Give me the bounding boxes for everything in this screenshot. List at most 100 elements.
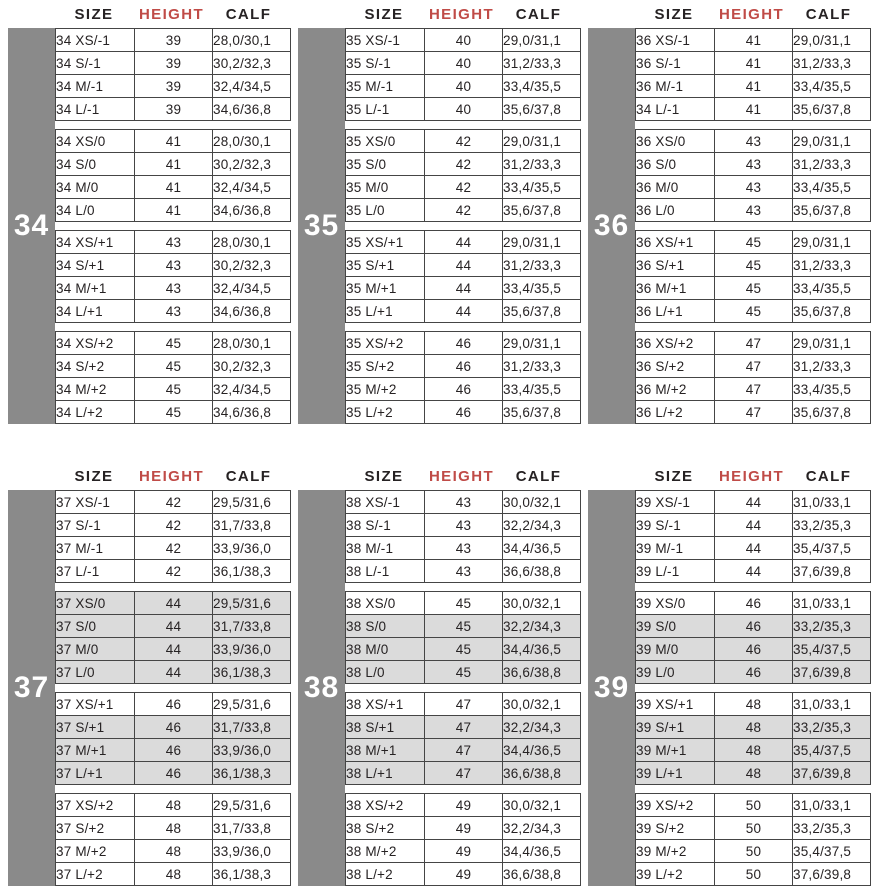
col-header-height: HEIGHT — [138, 467, 205, 485]
calf-cell: 31,7/33,8 — [212, 614, 291, 638]
table-row: 36 XS/-1 41 29,0/31,1 — [635, 28, 871, 52]
col-header-calf: CALF — [225, 5, 272, 23]
height-cell: 45 — [714, 299, 793, 323]
table-row: 39 M/+1 48 35,4/37,5 — [635, 738, 871, 762]
col-header-height: HEIGHT — [428, 5, 495, 23]
size-cell: 35 S/-1 — [345, 51, 425, 75]
table-row: 39 M/+2 50 35,4/37,5 — [635, 839, 871, 863]
size-cell: 38 S/-1 — [345, 513, 425, 537]
calf-cell: 30,0/32,1 — [502, 490, 581, 514]
size-cell: 35 L/0 — [345, 198, 425, 222]
table-row: 38 L/-1 43 36,6/38,8 — [345, 559, 581, 583]
height-cell: 47 — [714, 400, 793, 424]
height-cell: 40 — [424, 74, 503, 98]
table-row: 34 L/+1 43 34,6/36,8 — [55, 299, 291, 323]
height-cell: 48 — [714, 715, 793, 739]
height-cell: 47 — [424, 761, 503, 785]
col-header-size: SIZE — [364, 5, 404, 23]
size-cell: 34 L/-1 — [55, 97, 135, 121]
calf-cell: 33,4/35,5 — [792, 276, 871, 300]
table-row: 36 L/+2 47 35,6/37,8 — [635, 400, 871, 424]
height-cell: 46 — [424, 354, 503, 378]
height-cell: 50 — [714, 839, 793, 863]
height-cell: 41 — [134, 129, 213, 153]
size-cell: 39 S/+1 — [635, 715, 715, 739]
table-row: 39 M/-1 44 35,4/37,5 — [635, 536, 871, 560]
calf-cell: 31,7/33,8 — [212, 715, 291, 739]
size-cell: 37 L/+2 — [55, 862, 135, 886]
calf-cell: 34,4/36,5 — [502, 536, 581, 560]
row-groups: 37 XS/-1 42 29,5/31,6 37 S/-1 42 31,7/33,8 37 … — [55, 490, 291, 886]
size-cell: 37 XS/0 — [55, 591, 135, 615]
size-cell: 37 M/-1 — [55, 536, 135, 560]
size-group-table: 34 XS/0 41 28,0/30,1 34 S/0 41 30,2/32,3 34 M/… — [55, 129, 291, 222]
table-row: 36 XS/+2 47 29,0/31,1 — [635, 331, 871, 355]
calf-cell: 33,2/35,3 — [792, 614, 871, 638]
calf-cell: 29,0/31,1 — [502, 230, 581, 254]
size-cell: 36 M/+1 — [635, 276, 715, 300]
col-header-height: HEIGHT — [428, 467, 495, 485]
size-group-table: 39 XS/-1 44 31,0/33,1 39 S/-1 44 33,2/35,3 39 … — [635, 490, 871, 583]
size-cell: 34 XS/+1 — [55, 230, 135, 254]
calf-cell: 31,0/33,1 — [792, 490, 871, 514]
calf-cell: 31,7/33,8 — [212, 816, 291, 840]
calf-cell: 31,2/33,3 — [792, 152, 871, 176]
table-row: 38 M/+2 49 34,4/36,5 — [345, 839, 581, 863]
calf-cell: 31,7/33,8 — [212, 513, 291, 537]
size-cell: 35 M/+1 — [345, 276, 425, 300]
size-cell: 37 L/-1 — [55, 559, 135, 583]
size-cell: 36 S/+1 — [635, 253, 715, 277]
calf-cell: 33,2/35,3 — [792, 513, 871, 537]
height-cell: 45 — [134, 331, 213, 355]
size-cell: 36 M/0 — [635, 175, 715, 199]
table-row: 36 M/0 43 33,4/35,5 — [635, 175, 871, 199]
table-row: 38 M/+1 47 34,4/36,5 — [345, 738, 581, 762]
col-header-calf: CALF — [805, 467, 852, 485]
size-cell: 38 S/+1 — [345, 715, 425, 739]
col-header-calf: CALF — [515, 467, 562, 485]
table-row: 34 XS/0 41 28,0/30,1 — [55, 129, 291, 153]
table-row: 39 S/+1 48 33,2/35,3 — [635, 715, 871, 739]
size-cell: 34 M/0 — [55, 175, 135, 199]
height-cell: 45 — [134, 400, 213, 424]
height-cell: 45 — [714, 253, 793, 277]
calf-cell: 29,0/31,1 — [502, 331, 581, 355]
size-group-table: 37 XS/+2 48 29,5/31,6 37 S/+2 48 31,7/33,8 37 … — [55, 793, 291, 886]
size-cell: 36 S/0 — [635, 152, 715, 176]
size-group-table: 34 XS/-1 39 28,0/30,1 34 S/-1 39 30,2/32,3 34 … — [55, 28, 291, 121]
size-cell: 36 M/-1 — [635, 74, 715, 98]
height-cell: 48 — [714, 761, 793, 785]
column-header-row: SIZE HEIGHT CALF — [298, 0, 577, 28]
calf-cell: 37,6/39,8 — [792, 660, 871, 684]
table-row: 34 XS/-1 39 28,0/30,1 — [55, 28, 291, 52]
table-row: 39 S/-1 44 33,2/35,3 — [635, 513, 871, 537]
calf-cell: 35,6/37,8 — [792, 97, 871, 121]
calf-cell: 36,6/38,8 — [502, 862, 581, 886]
height-cell: 48 — [134, 862, 213, 886]
height-cell: 43 — [134, 276, 213, 300]
height-cell: 48 — [714, 738, 793, 762]
table-row: 39 L/+1 48 37,6/39,8 — [635, 761, 871, 785]
table-row: 35 XS/+2 46 29,0/31,1 — [345, 331, 581, 355]
table-row: 37 XS/+1 46 29,5/31,6 — [55, 692, 291, 716]
calf-cell: 34,6/36,8 — [212, 97, 291, 121]
size-cell: 36 L/+1 — [635, 299, 715, 323]
height-cell: 46 — [134, 738, 213, 762]
height-cell: 44 — [714, 513, 793, 537]
size-cell: 37 L/+1 — [55, 761, 135, 785]
col-header-size: SIZE — [74, 5, 114, 23]
size-cell: 38 L/+2 — [345, 862, 425, 886]
size-group-table: 35 XS/+2 46 29,0/31,1 35 S/+2 46 31,2/33,3 35 … — [345, 331, 581, 424]
height-cell: 42 — [134, 513, 213, 537]
table-row: 35 S/-1 40 31,2/33,3 — [345, 51, 581, 75]
table-row: 34 M/-1 39 32,4/34,5 — [55, 74, 291, 98]
height-cell: 39 — [134, 97, 213, 121]
height-cell: 42 — [134, 490, 213, 514]
calf-cell: 32,2/34,3 — [502, 715, 581, 739]
size-cell: 38 L/-1 — [345, 559, 425, 583]
height-cell: 40 — [424, 97, 503, 121]
calf-cell: 37,6/39,8 — [792, 559, 871, 583]
size-cell: 37 S/-1 — [55, 513, 135, 537]
size-group-table: 34 XS/+2 45 28,0/30,1 34 S/+2 45 30,2/32,3 34 … — [55, 331, 291, 424]
row-groups: 35 XS/-1 40 29,0/31,1 35 S/-1 40 31,2/33,3 35 … — [345, 28, 581, 424]
